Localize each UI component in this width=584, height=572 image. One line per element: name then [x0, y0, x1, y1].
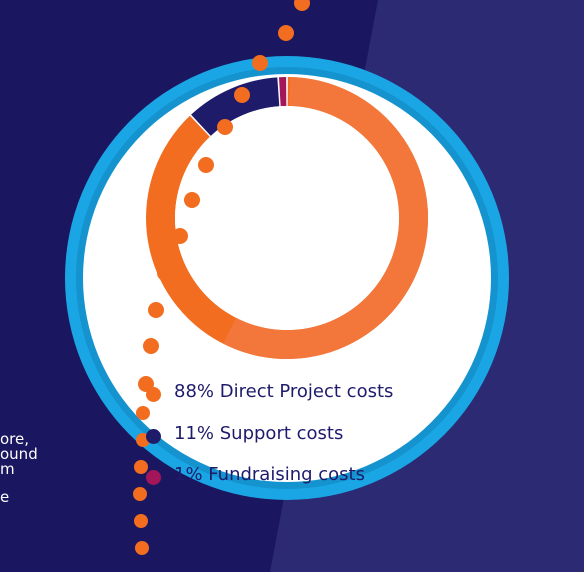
- legend-dot-direct-project: [146, 387, 161, 402]
- path-dot: [184, 192, 200, 208]
- legend-percent-direct-project: 88%: [174, 381, 215, 402]
- dotted-path: [133, 0, 310, 555]
- donut-hole: [175, 106, 399, 330]
- path-dot: [157, 265, 173, 281]
- path-dot: [217, 119, 233, 135]
- donut-slices: [145, 77, 429, 360]
- path-dot: [234, 87, 250, 103]
- path-dot: [294, 0, 310, 11]
- legend-dot-support: [146, 428, 161, 444]
- legend-dot-fundraising: [146, 470, 161, 485]
- legend-text-direct-project: Direct Project costs: [219, 381, 394, 402]
- path-dot: [134, 460, 148, 474]
- side-text: ore, ound m e: [0, 432, 80, 505]
- path-dot: [135, 541, 149, 555]
- donut-slice-support: [191, 77, 280, 136]
- path-dot: [172, 228, 188, 244]
- legend-label-direct-project: 88% Direct Project costs: [174, 380, 393, 404]
- side-text-line-1: ore,: [0, 432, 30, 448]
- path-dot: [148, 302, 164, 318]
- legend-percent-support: 11%: [174, 422, 215, 444]
- side-text-line-2: ound: [0, 445, 38, 463]
- donut-slice-highlight: [222, 77, 428, 359]
- side-text-line-4: e: [0, 488, 10, 505]
- side-text-line-3: m: [0, 460, 15, 478]
- legend-label-support: 11% Support costs: [174, 422, 343, 446]
- path-dot: [136, 406, 150, 420]
- legend-percent-fundraising: 1%: [174, 464, 203, 485]
- path-dot: [198, 157, 214, 173]
- path-dot: [133, 487, 147, 501]
- path-dot: [143, 338, 159, 354]
- path-dot: [134, 514, 148, 528]
- path-dot: [278, 25, 294, 41]
- legend-text-fundraising: Fundraising costs: [208, 464, 365, 485]
- legend-label-fundraising: 1% Fundraising costs: [174, 463, 365, 487]
- donut-slice-fundraising: [278, 77, 287, 107]
- path-dot: [252, 55, 268, 71]
- legend-text-support: Support costs: [219, 422, 344, 444]
